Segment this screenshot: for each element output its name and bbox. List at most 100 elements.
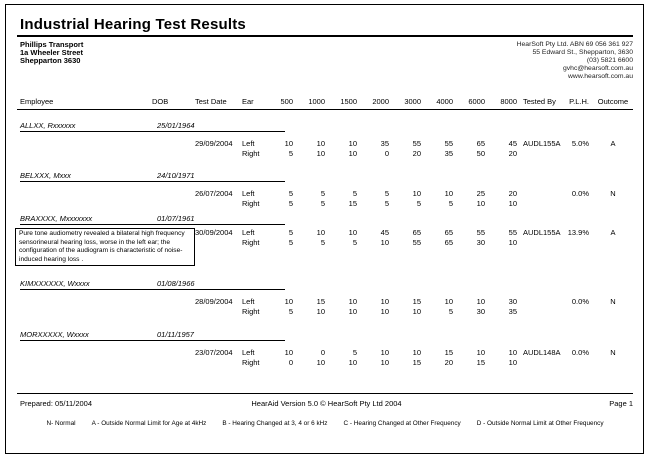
threshold-value-1000: 10 <box>316 148 325 158</box>
threshold-value-2000: 10 <box>380 237 389 247</box>
threshold-value-2000: 10 <box>380 297 389 307</box>
test-date: 28/09/2004 <box>195 297 233 307</box>
threshold-value-2000: 5 <box>384 189 389 198</box>
test-date: 26/07/2004 <box>195 189 233 198</box>
threshold-value-4000: 10 <box>444 297 453 307</box>
employee-dob: 01/11/1957 <box>157 330 194 340</box>
threshold-value-8000: 45 <box>508 139 517 148</box>
legend-item-b: B - Hearing Changed at 3, 4 or 6 kHz <box>222 420 328 427</box>
employee-group: ALLXX, Rxxxxxx 25/01/1964 29/09/2004 Left 10… <box>20 121 632 158</box>
test-date: 30/09/2004 <box>195 228 233 237</box>
threshold-value-8000: 20 <box>508 189 517 198</box>
provider-abn-line: HearSoft Pty Ltd. ABN 69 056 361 927 <box>516 41 633 48</box>
provider-website: www.hearsoft.com.au <box>568 73 633 80</box>
employee-name: ALLXX, Rxxxxxx <box>20 121 76 130</box>
header-freq-500: 500 <box>280 97 293 106</box>
footer-rule <box>17 393 633 394</box>
table-header-row: Employee DOB Test Date Ear 500 1000 1500… <box>20 97 632 107</box>
threshold-value-3000: 55 <box>412 237 421 247</box>
outcome-value: A <box>610 139 616 148</box>
test-rows: 30/09/2004 Left 5 10 10 45 65 65 55 55 AUDL155A 13.… <box>195 228 632 247</box>
threshold-value-1500: 10 <box>348 297 357 307</box>
threshold-value-4000: 20 <box>444 357 453 367</box>
legend-item-d: D - Outside Normal Limit at Other Freque… <box>476 420 604 427</box>
threshold-value-500: 5 <box>288 198 293 208</box>
outcome-value <box>594 149 632 159</box>
threshold-value-3000: 15 <box>412 297 421 307</box>
employee-name: BELXXX, Mxxx <box>20 171 71 180</box>
test-date <box>195 358 242 368</box>
threshold-value-2000: 0 <box>384 148 389 158</box>
outcome-value: N <box>610 189 616 198</box>
header-rule <box>17 109 633 110</box>
test-block: 29/09/2004 Left 10 10 10 35 55 55 65 45 AUDL155A 5.… <box>20 139 632 158</box>
threshold-value-3000: 65 <box>412 228 421 237</box>
threshold-value-8000: 10 <box>508 357 517 367</box>
provider-phone: (03) 5821 6600 <box>586 57 633 64</box>
plh-value <box>566 238 594 248</box>
test-date: 23/07/2004 <box>195 348 233 358</box>
threshold-value-3000: 55 <box>412 139 421 148</box>
test-row: 26/07/2004 Left 5 5 5 5 10 10 25 20 0.0% N <box>195 189 632 199</box>
header-freq-8000: 8000 <box>500 97 517 106</box>
client-city: Shepparton 3630 <box>20 56 81 65</box>
header-tested-by: Tested By <box>523 97 556 106</box>
outcome-value: A <box>610 228 616 237</box>
threshold-value-500: 5 <box>288 306 293 316</box>
outcome-value <box>594 199 632 209</box>
tested-by-value <box>522 189 566 199</box>
tested-by-value <box>522 307 566 317</box>
threshold-value-6000: 55 <box>476 228 485 237</box>
threshold-value-1000: 5 <box>320 198 325 208</box>
test-rows: 29/09/2004 Left 10 10 10 35 55 55 65 45 AUDL155A 5.… <box>195 139 632 158</box>
threshold-value-1000: 5 <box>320 189 325 198</box>
provider-street: 55 Edward St., Shepparton, 3630 <box>532 49 633 56</box>
threshold-value-1500: 10 <box>348 139 357 148</box>
outcome-value: N <box>610 348 616 358</box>
plh-value <box>566 149 594 159</box>
employee-header-row: BRAXXXX, Mxxxxxxx 01/07/1961 <box>20 214 285 225</box>
threshold-value-500: 10 <box>284 348 293 358</box>
employee-group: KIMXXXXXX, Wxxxx 01/08/1966 28/09/2004 Left… <box>20 279 632 316</box>
test-block: Pure tone audiometry revealed a bilatera… <box>15 228 632 267</box>
test-block: 23/07/2004 Left 10 0 5 10 10 15 10 10 AUDL148A 0.0%… <box>20 348 632 367</box>
threshold-value-1500: 10 <box>348 148 357 158</box>
page-content: Industrial Hearing Test Results Phillips… <box>15 0 633 459</box>
threshold-value-2000: 10 <box>380 306 389 316</box>
plh-value: 0.0% <box>571 348 589 358</box>
threshold-value-1000: 5 <box>320 237 325 247</box>
threshold-value-4000: 15 <box>444 348 453 358</box>
threshold-value-3000: 20 <box>412 148 421 158</box>
test-date <box>195 199 242 209</box>
threshold-value-8000: 10 <box>508 198 517 208</box>
threshold-value-6000: 30 <box>476 306 485 316</box>
test-block: 26/07/2004 Left 5 5 5 5 10 10 25 20 0.0% N Right 5 5 15… <box>20 189 632 208</box>
header-dob: DOB <box>152 97 169 106</box>
threshold-value-1000: 10 <box>316 139 325 148</box>
employee-header-row: ALLXX, Rxxxxxx 25/01/1964 <box>20 121 285 132</box>
employee-groups: ALLXX, Rxxxxxx 25/01/1964 29/09/2004 Left 10… <box>15 110 632 367</box>
test-row: Right 5 10 10 0 20 35 50 20 <box>195 149 632 159</box>
test-date <box>195 238 242 248</box>
test-row: 23/07/2004 Left 10 0 5 10 10 15 10 10 AUDL148A 0.0%… <box>195 348 632 358</box>
header-freq-6000: 6000 <box>468 97 485 106</box>
tested-by-value: AUDL155A <box>523 228 561 237</box>
threshold-value-3000: 15 <box>412 357 421 367</box>
test-row: Right 5 5 5 10 55 65 30 10 <box>195 238 632 248</box>
threshold-value-4000: 5 <box>448 198 453 208</box>
test-row: Right 5 10 10 10 10 5 30 35 <box>195 307 632 317</box>
header-freq-1500: 1500 <box>340 97 357 106</box>
threshold-value-1500: 15 <box>348 198 357 208</box>
header-freq-1000: 1000 <box>308 97 325 106</box>
threshold-value-500: 5 <box>288 189 293 198</box>
plh-value <box>566 358 594 368</box>
threshold-value-8000: 10 <box>508 348 517 358</box>
outcome-value: N <box>610 297 616 307</box>
ear-label: Left <box>242 297 255 307</box>
tested-by-value: AUDL155A <box>523 139 561 148</box>
plh-value: 0.0% <box>571 297 589 307</box>
threshold-value-1500: 5 <box>352 237 357 247</box>
header-freq-3000: 3000 <box>404 97 421 106</box>
employee-name: KIMXXXXXX, Wxxxx <box>20 279 90 289</box>
